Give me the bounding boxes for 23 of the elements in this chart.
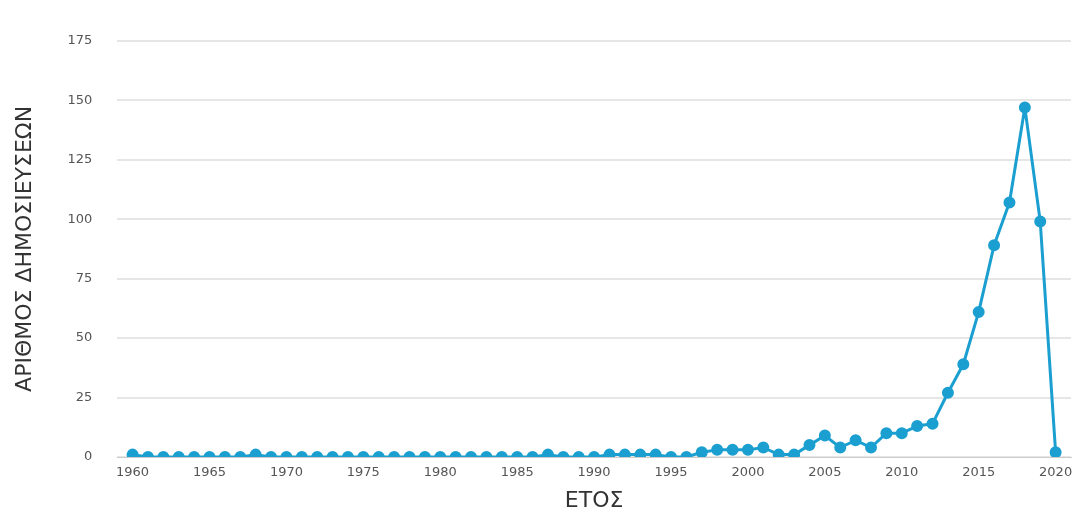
x-tick-label: 2020 [1039, 464, 1073, 480]
x-tick-label: 1985 [500, 464, 534, 480]
x-tick-label: 1980 [423, 464, 457, 480]
y-tick-label: 100 [67, 210, 93, 226]
x-tick-label: 2015 [962, 464, 996, 480]
y-tick-label: 150 [67, 91, 93, 107]
y-tick-label: 175 [67, 32, 93, 48]
x-axis-title: ΕΤΟΣ [564, 486, 624, 512]
x-tick-label: 2010 [885, 464, 919, 480]
y-tick-label: 0 [83, 448, 93, 464]
x-tick-label: 1965 [192, 464, 227, 480]
y-tick-label: 50 [75, 329, 93, 345]
x-tick-label: 2005 [808, 464, 842, 480]
x-tick-label: 1970 [269, 464, 303, 480]
x-tick-label: 1990 [577, 464, 611, 480]
x-tick-label: 1975 [346, 464, 380, 480]
y-tick-label: 25 [75, 388, 93, 404]
x-tick-label: 1960 [116, 464, 150, 480]
y-axis-title: ΑΡΙΘΜΟΣ ΔΗΜΟΣΙΕΥΣΕΩΝ [10, 105, 36, 392]
x-tick-label: 1995 [654, 464, 688, 480]
y-tick-label: 75 [75, 270, 93, 285]
y-tick-label: 125 [67, 151, 93, 167]
x-tick-label: 2000 [731, 464, 765, 480]
